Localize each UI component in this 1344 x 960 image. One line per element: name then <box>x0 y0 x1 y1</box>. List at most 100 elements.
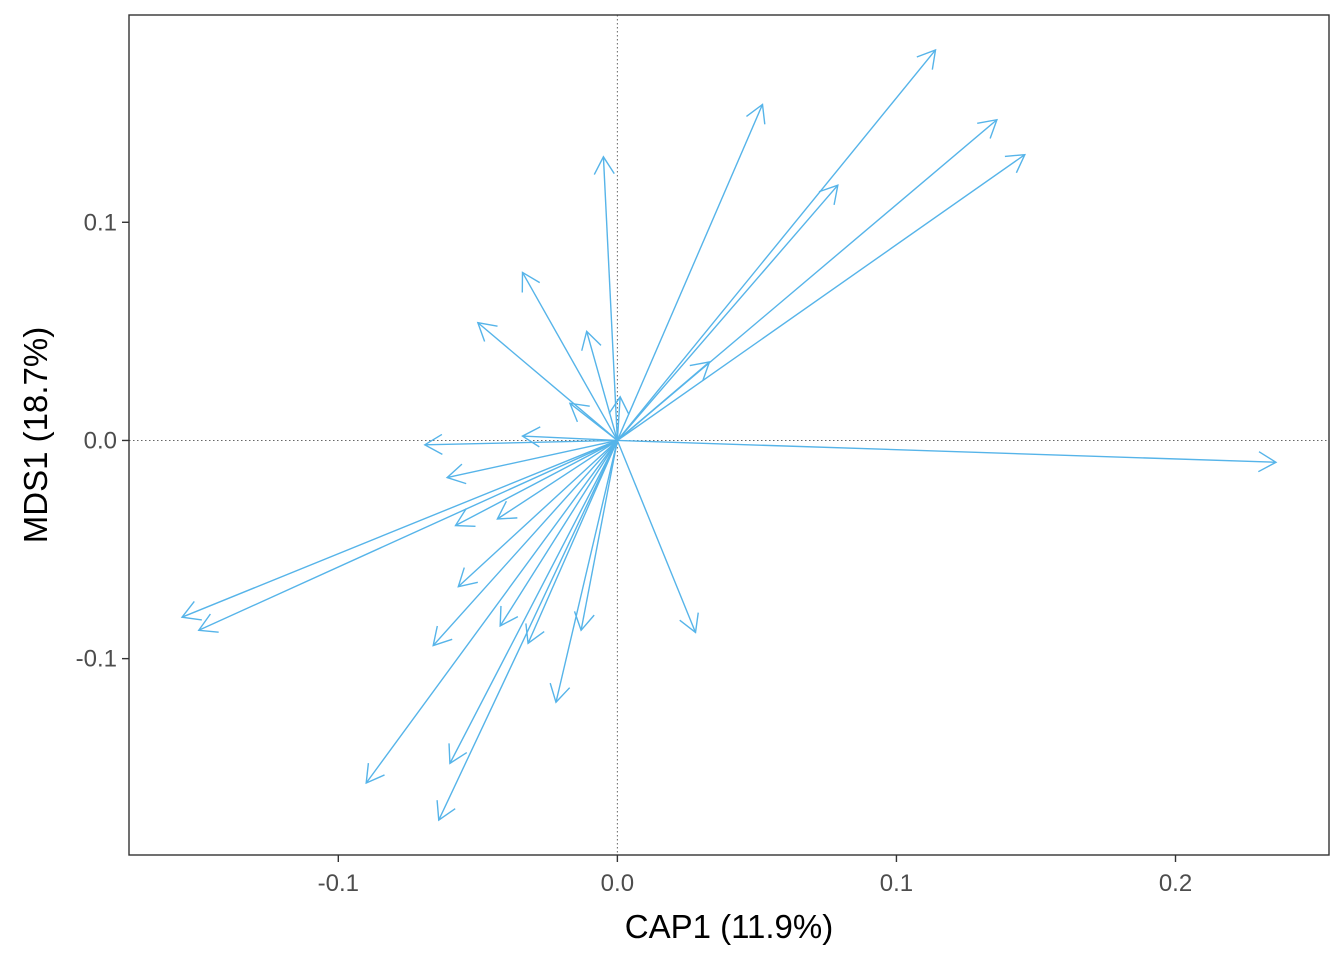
x-tick-label: 0.2 <box>1159 870 1192 897</box>
arrow-head <box>525 623 545 645</box>
arrow-head <box>180 600 202 621</box>
arrow-shaft <box>602 156 619 441</box>
vector-arrow <box>616 48 937 441</box>
arrow-shaft <box>432 439 618 647</box>
arrow-shaft <box>455 439 618 527</box>
arrow-head <box>1004 153 1026 174</box>
vector-arrow <box>616 184 839 441</box>
vector-arrow <box>616 153 1026 442</box>
vector-arrow <box>593 155 619 441</box>
vector-arrow <box>432 439 618 647</box>
arrow-head <box>573 611 595 632</box>
arrow-shaft <box>616 361 710 441</box>
arrow-head <box>689 361 711 381</box>
y-axis-ticks: -0.1 0.0 0.1 <box>76 209 129 673</box>
vector-arrow <box>197 439 618 633</box>
vector-arrow <box>365 440 618 785</box>
x-tick-label: -0.1 <box>318 870 359 897</box>
arrow-shaft <box>580 440 619 631</box>
vector-arrow <box>521 271 618 441</box>
arrow-head <box>608 395 630 416</box>
vector-arrow <box>521 426 618 448</box>
arrow-head <box>581 330 602 351</box>
arrow-shaft <box>527 440 619 644</box>
vector-arrow <box>448 440 618 765</box>
arrow-shaft <box>521 272 618 441</box>
arrow-shaft <box>477 322 618 441</box>
arrow-head <box>496 500 518 520</box>
arrow-shaft <box>365 440 618 784</box>
arrow-shaft <box>496 439 618 520</box>
y-tick-label: -0.1 <box>76 646 117 673</box>
x-tick-label: 0.1 <box>880 870 913 897</box>
vector-arrow <box>454 439 618 528</box>
arrow-shaft <box>617 439 1276 463</box>
arrow-head <box>445 463 467 485</box>
vector-arrows <box>180 48 1278 822</box>
arrow-head <box>365 763 385 785</box>
arrow-head <box>197 613 219 633</box>
arrow-head <box>818 184 839 205</box>
vector-arrow <box>568 402 618 442</box>
arrow-shaft <box>555 440 619 703</box>
vector-arrow <box>616 361 711 441</box>
vector-arrow <box>549 440 619 704</box>
arrow-shaft <box>616 49 937 441</box>
arrow-shaft <box>438 440 619 821</box>
arrow-head <box>423 433 443 456</box>
arrow-shaft <box>522 435 618 442</box>
arrow-shaft <box>181 439 618 618</box>
vector-arrow <box>180 439 618 621</box>
arrow-head <box>916 48 937 70</box>
arrow-shaft <box>616 104 764 441</box>
vector-arrow <box>499 440 618 628</box>
arrow-head <box>436 800 456 822</box>
vector-arrow <box>573 440 619 632</box>
vector-arrow <box>525 440 619 645</box>
plot-panel-border <box>128 14 1330 856</box>
arrow-head <box>977 118 998 139</box>
arrow-head <box>457 567 478 588</box>
x-tick-label: 0.0 <box>601 870 634 897</box>
arrow-head <box>679 612 699 634</box>
x-axis-ticks: -0.1 0.0 0.1 0.2 <box>318 855 1192 897</box>
arrow-head <box>1258 451 1278 473</box>
arrow-head <box>746 103 766 125</box>
arrow-shaft <box>586 331 619 441</box>
y-axis-title: MDS1 (18.7%) <box>17 327 54 543</box>
arrow-head <box>448 743 468 765</box>
vector-arrow <box>457 439 618 588</box>
arrow-head <box>521 271 541 293</box>
vector-arrow <box>423 433 618 456</box>
arrow-shaft <box>424 439 618 446</box>
arrow-shaft <box>457 439 618 588</box>
vector-arrow <box>445 439 618 485</box>
arrow-head <box>432 625 453 647</box>
arrow-shaft <box>616 154 1026 442</box>
arrow-shaft <box>569 402 618 442</box>
arrow-shaft <box>499 440 618 627</box>
arrow-head <box>593 155 615 175</box>
vector-arrow <box>616 440 699 634</box>
vector-arrow <box>476 321 618 441</box>
arrow-shaft <box>446 439 618 479</box>
arrow-head <box>568 402 590 423</box>
y-tick-label: 0.0 <box>84 427 117 454</box>
y-tick-label: 0.1 <box>84 209 117 236</box>
x-axis-title: CAP1 (11.9%) <box>625 908 833 945</box>
vector-arrow <box>617 439 1278 473</box>
vector-arrow <box>436 440 619 822</box>
arrow-shaft <box>449 440 618 764</box>
arrow-head <box>454 508 476 528</box>
vector-arrow <box>496 439 618 520</box>
vector-arrow <box>608 395 630 441</box>
vector-arrow <box>616 103 766 441</box>
arrow-head <box>499 605 519 628</box>
arrow-shaft <box>616 184 839 441</box>
arrow-shaft <box>198 439 618 631</box>
vector-arrow <box>581 330 619 441</box>
arrow-shaft <box>616 440 697 633</box>
arrow-head <box>549 682 571 704</box>
